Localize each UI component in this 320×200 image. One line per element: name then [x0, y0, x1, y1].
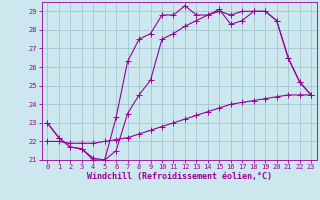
X-axis label: Windchill (Refroidissement éolien,°C): Windchill (Refroidissement éolien,°C): [87, 172, 272, 181]
